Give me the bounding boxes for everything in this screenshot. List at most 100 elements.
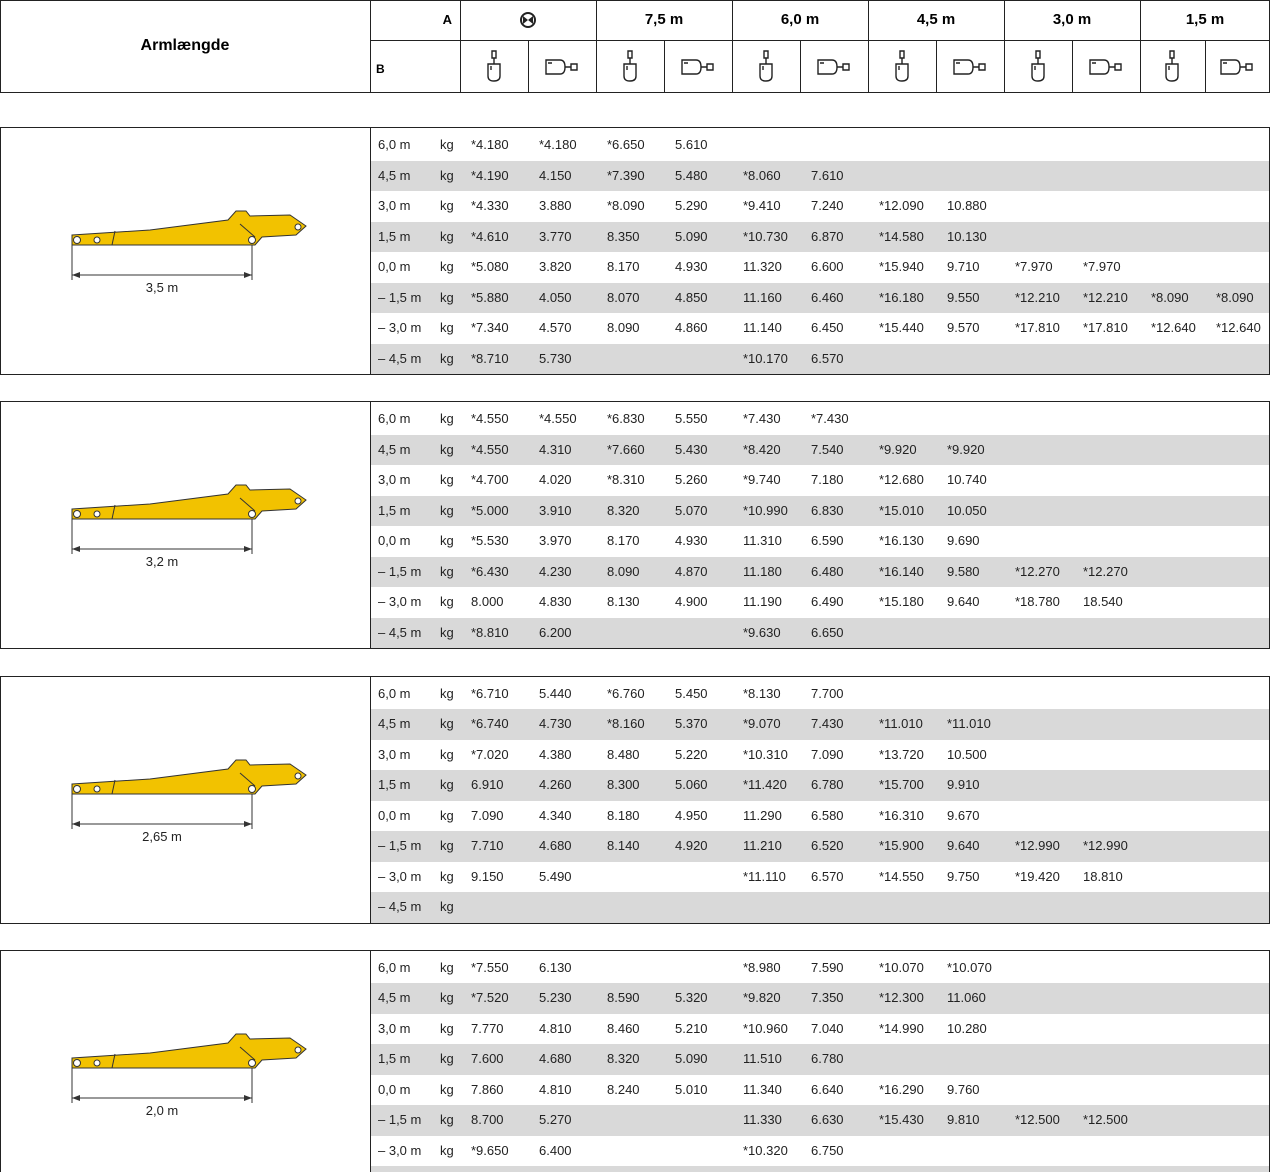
row-unit: kg xyxy=(440,624,454,640)
row-height: 6,0 m xyxy=(378,685,411,701)
row-unit: kg xyxy=(440,685,454,701)
rule xyxy=(800,40,801,93)
load-value: 6.460 xyxy=(811,289,844,305)
lift-over-side-icon xyxy=(953,59,986,75)
load-value: *19.420 xyxy=(1015,868,1060,884)
load-value: 5.090 xyxy=(675,1051,708,1067)
load-value: 8.590 xyxy=(607,990,640,1006)
row-height: – 3,0 m xyxy=(378,594,422,610)
load-value: *8.130 xyxy=(743,685,781,701)
load-value: 4.310 xyxy=(539,441,572,457)
load-value: *9.650 xyxy=(471,1142,509,1158)
load-value: 5.090 xyxy=(675,228,708,244)
load-value: *16.180 xyxy=(879,289,924,305)
load-value: *15.430 xyxy=(879,1112,924,1128)
load-value: *6.650 xyxy=(607,137,645,152)
row-shade xyxy=(370,1105,1270,1136)
rule xyxy=(936,40,937,93)
load-value: 5.060 xyxy=(675,777,708,793)
load-value: 11.510 xyxy=(743,1051,782,1067)
load-value: *8.090 xyxy=(1216,289,1254,305)
load-value: 4.150 xyxy=(539,167,572,183)
load-value: 6.780 xyxy=(811,777,844,793)
load-value: 5.220 xyxy=(675,746,708,762)
load-value: 6.590 xyxy=(811,533,844,549)
rule xyxy=(664,40,665,93)
load-value: 8.130 xyxy=(607,594,640,610)
row-height: 0,0 m xyxy=(378,533,411,549)
rule xyxy=(1072,40,1073,93)
load-value: 18.540 xyxy=(1083,594,1123,610)
load-value: *15.900 xyxy=(879,838,924,854)
load-value: *4.330 xyxy=(471,198,509,213)
column-heading: 1,5 m xyxy=(1185,11,1225,28)
row-shade xyxy=(370,282,1270,313)
load-value: *4.180 xyxy=(471,137,509,152)
row-height: – 4,5 m xyxy=(378,624,422,640)
load-value: *18.780 xyxy=(1015,594,1060,610)
header-b: B xyxy=(376,62,385,76)
load-value: 6.600 xyxy=(811,259,844,274)
load-value: *8.060 xyxy=(743,167,781,183)
load-value: 10.500 xyxy=(947,746,987,762)
load-value: 9.670 xyxy=(947,807,980,823)
load-value: 4.260 xyxy=(539,777,572,793)
load-value: *10.730 xyxy=(743,228,788,244)
load-value: *4.550 xyxy=(539,411,577,427)
load-value: 7.090 xyxy=(471,807,504,823)
lift-over-end-icon xyxy=(1165,50,1179,82)
row-unit: kg xyxy=(440,198,454,213)
load-value: *8.420 xyxy=(743,441,781,457)
load-value: 10.050 xyxy=(947,502,987,518)
load-value: *11.110 xyxy=(743,868,786,884)
row-height: 4,5 m xyxy=(378,990,411,1006)
rule xyxy=(0,127,1,374)
load-value: 5.610 xyxy=(675,137,708,152)
load-value: *9.820 xyxy=(743,990,781,1006)
row-unit: kg xyxy=(440,411,454,427)
row-height: – 3,0 m xyxy=(378,868,422,884)
column-heading: 4,5 m xyxy=(916,11,956,28)
load-value: 4.810 xyxy=(539,1020,572,1036)
load-value: *9.070 xyxy=(743,716,781,732)
load-value: 4.680 xyxy=(539,1051,572,1067)
load-value: 4.860 xyxy=(675,320,708,335)
load-value: 8.170 xyxy=(607,533,640,549)
load-value: 5.490 xyxy=(539,868,572,884)
lift-over-end-icon xyxy=(487,50,501,82)
row-height: 3,0 m xyxy=(378,472,411,488)
row-unit: kg xyxy=(440,472,454,488)
row-shade xyxy=(370,343,1270,374)
row-shade xyxy=(370,770,1270,801)
load-value: 6.520 xyxy=(811,838,844,854)
load-value: *6.710 xyxy=(471,685,509,701)
load-value: 8.350 xyxy=(607,228,640,244)
row-unit: kg xyxy=(440,563,454,579)
load-value: *7.390 xyxy=(607,167,645,183)
load-value: 4.020 xyxy=(539,472,572,488)
load-value: *16.310 xyxy=(879,807,924,823)
load-value: *5.080 xyxy=(471,259,509,274)
load-value: *16.130 xyxy=(879,533,924,549)
load-value: 9.640 xyxy=(947,838,980,854)
load-value: 7.180 xyxy=(811,472,844,488)
load-value: *4.700 xyxy=(471,472,509,488)
rule xyxy=(0,0,1270,1)
load-value: *16.290 xyxy=(879,1081,924,1097)
load-value: 10.880 xyxy=(947,198,987,213)
load-value: 11.320 xyxy=(743,259,782,274)
rule xyxy=(370,127,371,374)
load-value: *15.010 xyxy=(879,502,924,518)
load-value: *12.990 xyxy=(1083,838,1128,854)
load-value: *9.630 xyxy=(743,624,781,640)
header-title: Armlængde xyxy=(140,37,230,54)
load-value: *9.740 xyxy=(743,472,781,488)
load-value: 7.350 xyxy=(811,990,844,1006)
row-unit: kg xyxy=(440,1020,454,1036)
row-unit: kg xyxy=(440,441,454,457)
load-value: 8.180 xyxy=(607,807,640,823)
rule xyxy=(596,0,597,93)
row-shade xyxy=(370,160,1270,191)
load-value: 8.140 xyxy=(607,838,640,854)
row-unit: kg xyxy=(440,533,454,549)
